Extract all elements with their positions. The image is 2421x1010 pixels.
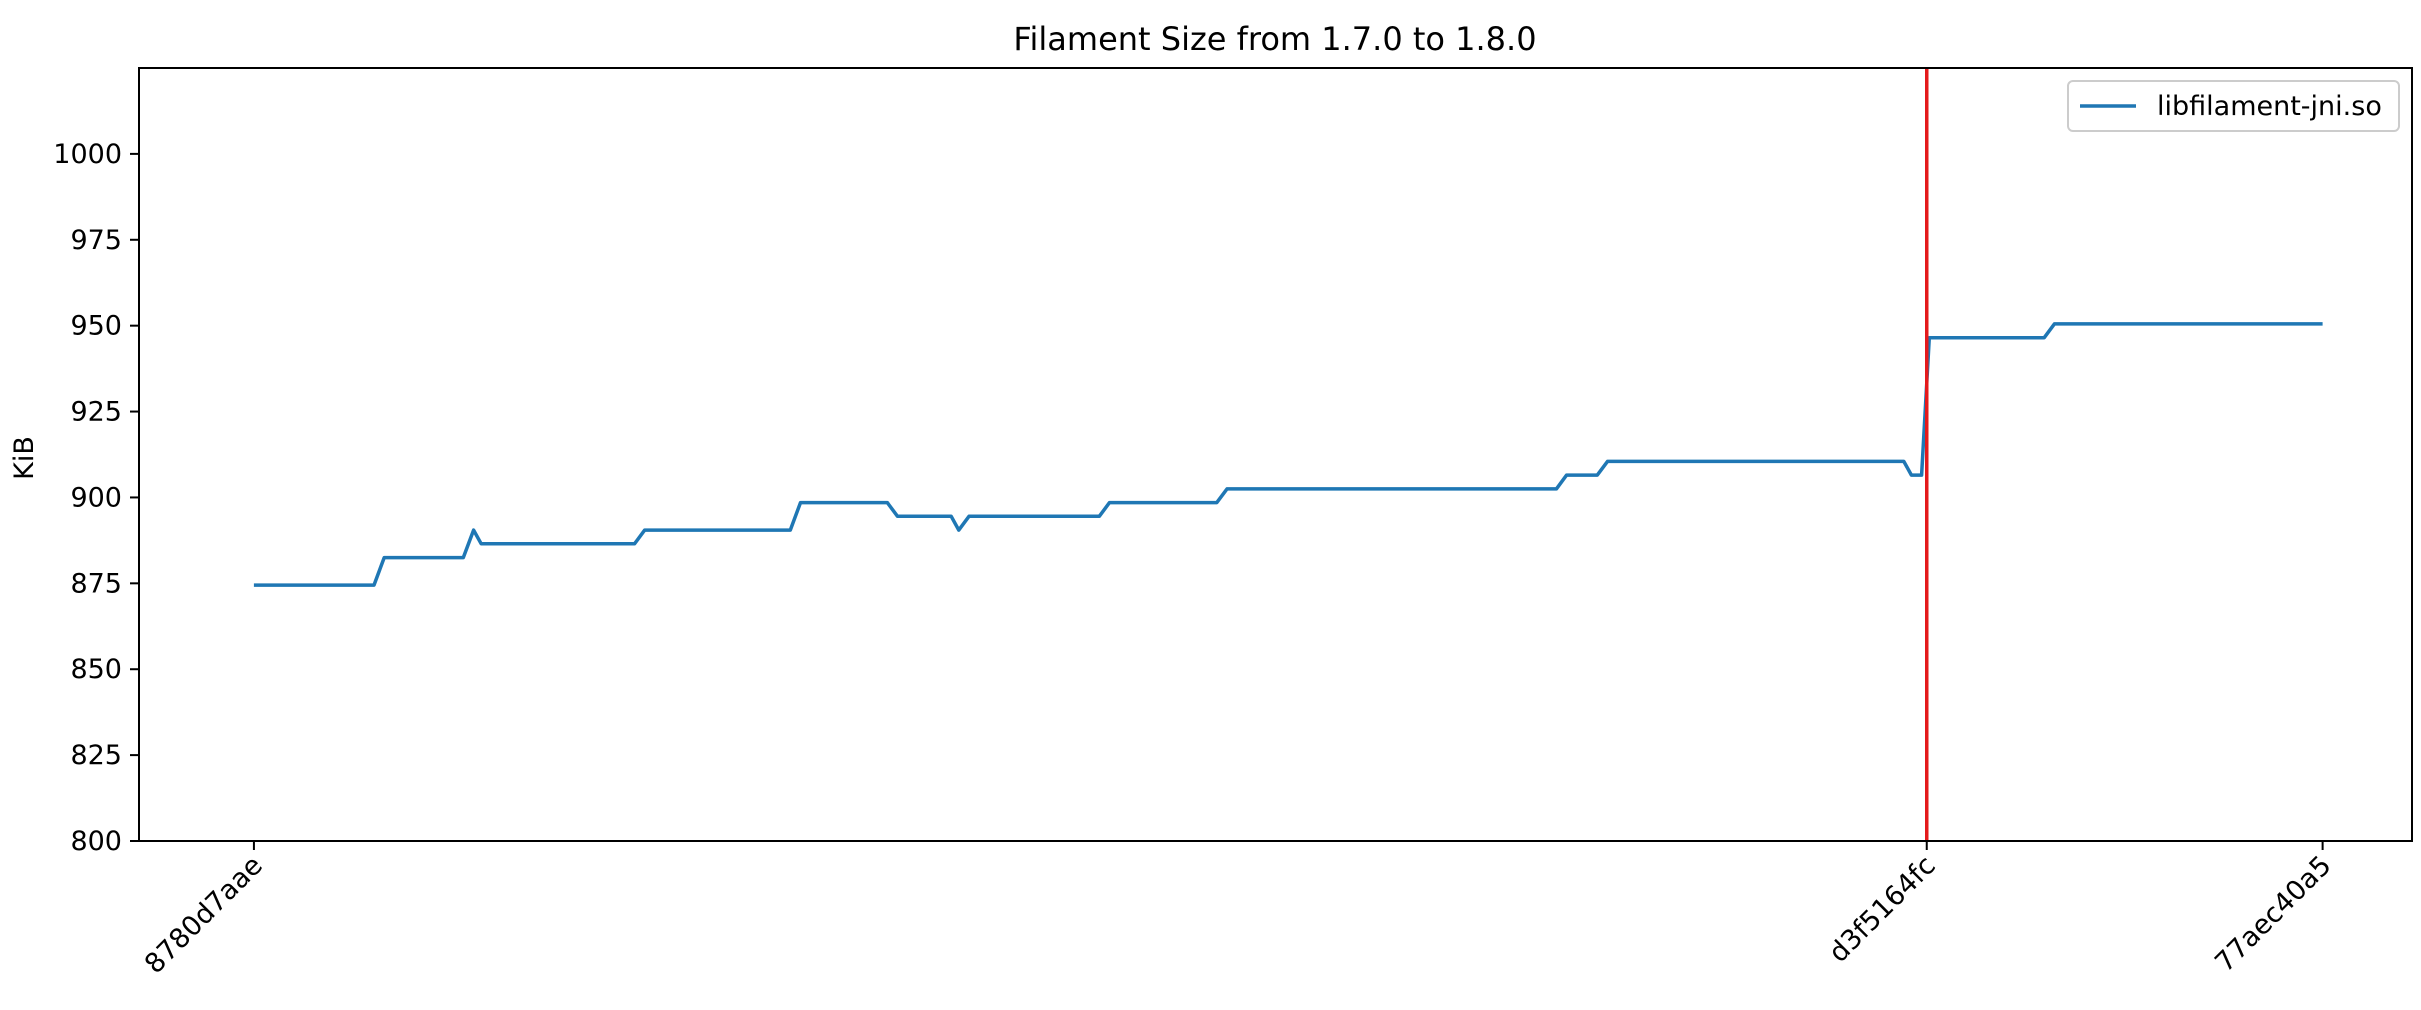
chart-title: Filament Size from 1.7.0 to 1.8.0: [1013, 20, 1536, 58]
x-tick-label: 8780d7aae: [139, 850, 269, 980]
x-tick-label: d3f5164fc: [1823, 850, 1942, 969]
y-tick-label: 825: [70, 740, 122, 771]
y-axis-label: KiB: [9, 436, 40, 480]
y-axis: 800 825 850 875 900 925 950 975 1000: [53, 139, 139, 857]
plot-area: [253, 68, 2323, 841]
legend-box: [2067, 80, 2400, 132]
y-tick-label: 800: [70, 826, 122, 857]
y-tick-label: 950: [70, 311, 122, 342]
y-tick-label: 1000: [53, 139, 122, 170]
legend-label: libfilament-jni.so: [2157, 91, 2382, 122]
y-tick-label: 850: [70, 654, 122, 685]
y-tick-label: 900: [70, 482, 122, 513]
y-tick-label: 875: [70, 568, 122, 599]
legend: libfilament-jni.so: [2067, 80, 2400, 132]
y-tick-label: 925: [70, 397, 122, 428]
series-line: [253, 322, 2323, 587]
x-axis: 8780d7aae d3f5164fc 77aec40a5: [139, 841, 2338, 980]
plot-frame: [138, 67, 2413, 842]
y-tick-label: 975: [70, 225, 122, 256]
x-tick-label: 77aec40a5: [2209, 850, 2337, 978]
